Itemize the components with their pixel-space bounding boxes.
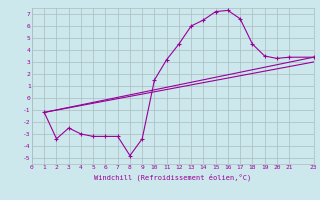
X-axis label: Windchill (Refroidissement éolien,°C): Windchill (Refroidissement éolien,°C): [94, 173, 252, 181]
